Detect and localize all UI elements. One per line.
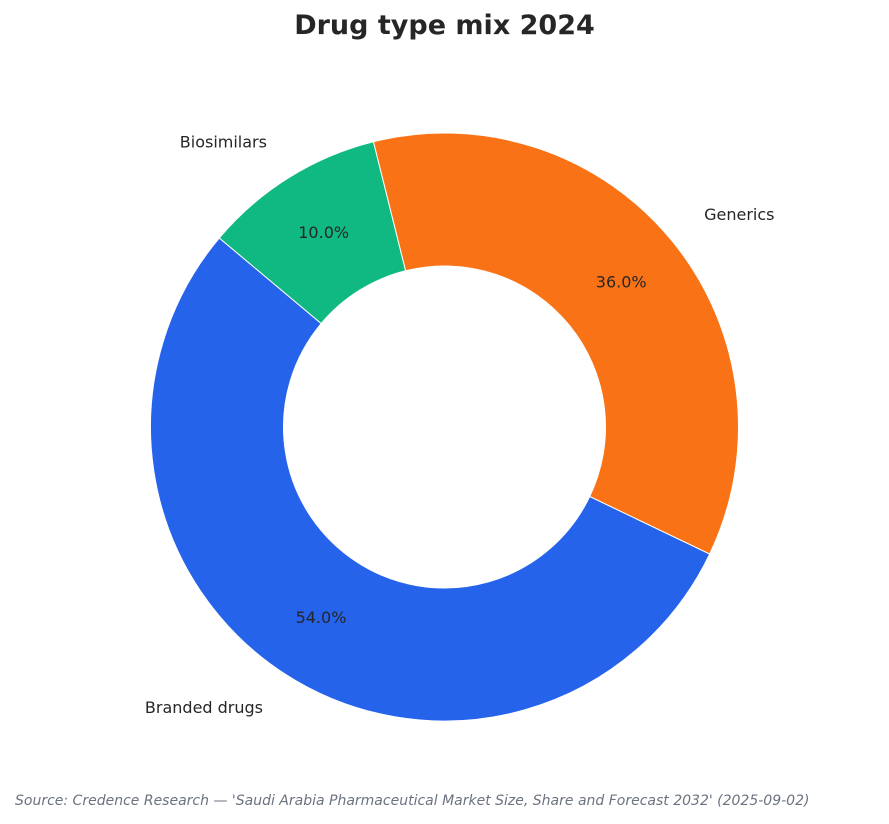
- slice-label-branded-drugs: Branded drugs: [145, 698, 263, 717]
- slice-percent-branded-drugs: 54.0%: [296, 608, 347, 627]
- labels-layer: Generics 36.0% Branded drugs 54.0% Biosimila…: [145, 132, 775, 717]
- slice-label-generics: Generics: [704, 205, 774, 224]
- slice-generics: [372, 132, 739, 555]
- chart-title: Drug type mix 2024: [294, 10, 595, 41]
- slice-percent-biosimilars: 10.0%: [298, 223, 349, 242]
- slice-percent-generics: 36.0%: [596, 272, 647, 291]
- slice-biosimilars: [218, 141, 407, 325]
- slice-label-biosimilars: Biosimilars: [180, 132, 267, 151]
- slices-layer: [150, 132, 739, 722]
- source-note: Source: Credence Research — 'Saudi Arabi…: [15, 793, 810, 809]
- slice-branded-drugs: [150, 237, 711, 722]
